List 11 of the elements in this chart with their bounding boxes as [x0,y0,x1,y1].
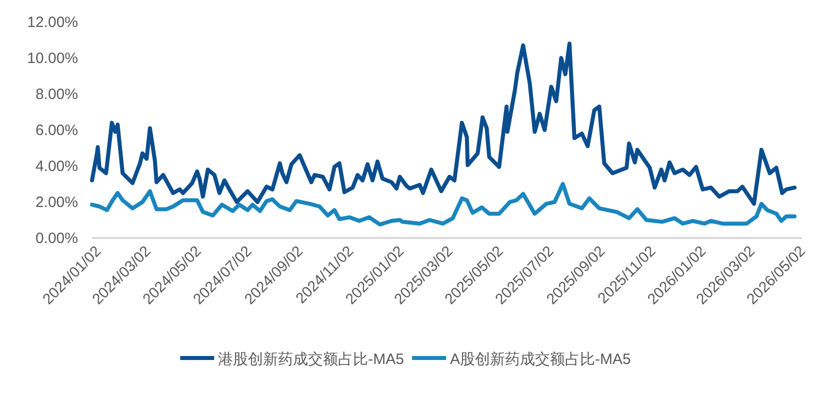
y-tick-label: 0.00% [35,230,78,247]
y-tick-label: 4.00% [35,158,78,175]
y-tick-label: 8.00% [35,86,78,103]
y-tick-label: 10.00% [27,50,78,67]
legend-label: 港股创新药成交额占比-MA5 [218,351,404,368]
y-tick-label: 6.00% [35,122,78,139]
line-series [90,182,797,226]
line-series [90,42,797,206]
y-tick-label: 12.00% [27,14,78,31]
y-tick-label: 2.00% [35,194,78,211]
legend-label: A股创新药成交额占比-MA5 [450,351,631,368]
